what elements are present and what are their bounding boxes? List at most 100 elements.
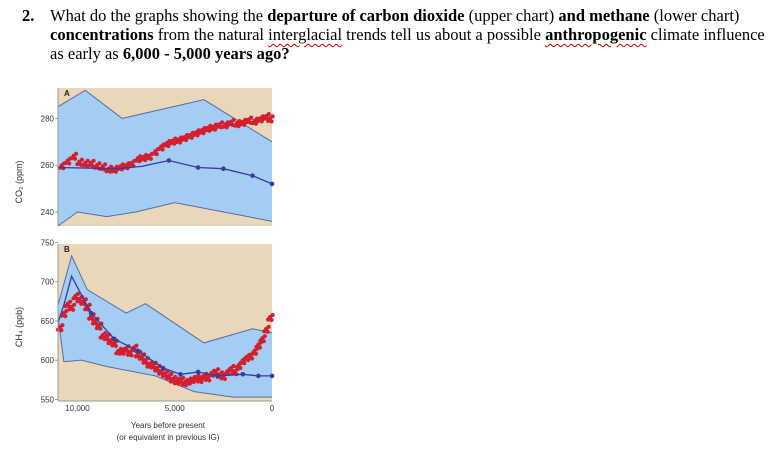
observed-point: [141, 360, 146, 365]
observed-point: [122, 348, 127, 353]
observed-point: [162, 143, 167, 148]
observed-point: [232, 123, 238, 128]
observed-point: [195, 379, 201, 384]
question-part: from the natural: [153, 25, 269, 44]
observed-point: [91, 158, 96, 163]
observed-point: [87, 163, 92, 168]
question-part: What do the graphs showing the: [50, 6, 268, 25]
observed-point: [168, 379, 173, 384]
observed-point: [67, 161, 72, 166]
trend-point: [240, 372, 246, 377]
observed-point: [253, 351, 259, 356]
observed-point: [118, 351, 123, 356]
observed-point: [127, 163, 132, 168]
observed-point: [133, 158, 138, 163]
trend-point: [269, 181, 275, 187]
observed-point: [199, 376, 204, 381]
observed-point: [68, 299, 73, 304]
observed-point: [174, 139, 179, 145]
observed-point: [196, 373, 201, 378]
observed-point: [83, 307, 88, 312]
observed-point: [186, 135, 191, 140]
observed-point: [164, 376, 169, 381]
trend-point: [221, 166, 226, 171]
trend-point: [250, 173, 255, 179]
y-tick-label: 650: [41, 317, 55, 326]
observed-point: [87, 302, 92, 307]
y-tick-label: 750: [41, 238, 55, 247]
observed-point: [106, 341, 111, 346]
observed-point: [134, 343, 139, 348]
observed-point: [87, 316, 92, 321]
observed-point: [203, 377, 208, 382]
observed-point: [201, 131, 206, 136]
observed-point: [113, 343, 118, 348]
observed-point: [213, 127, 218, 132]
y-tick-label: 700: [41, 278, 55, 287]
x-axis-note: (or equivalent in previous IG): [117, 433, 220, 442]
observed-point: [262, 116, 267, 121]
observed-point: [270, 114, 275, 119]
observed-point: [238, 360, 243, 365]
y-tick-label: 240: [41, 208, 55, 217]
observed-point: [188, 379, 193, 384]
observed-point: [72, 302, 77, 307]
observed-point: [98, 335, 103, 340]
observed-point: [266, 112, 271, 117]
observed-point: [178, 140, 183, 145]
observed-point: [109, 164, 114, 169]
observed-point: [176, 380, 181, 385]
observed-point: [266, 317, 271, 322]
question-part: climate influence as early as: [50, 25, 765, 63]
observed-point: [110, 343, 115, 348]
envelope-lower-edge: [57, 202, 273, 227]
observed-point: [173, 374, 178, 380]
observed-point: [219, 370, 225, 375]
observed-point: [73, 156, 78, 161]
trend-point: [215, 373, 220, 379]
observed-point: [71, 307, 76, 312]
observed-point: [145, 156, 150, 161]
observed-point: [129, 353, 134, 358]
observed-point: [71, 296, 76, 301]
observed-point: [249, 115, 254, 120]
question: 2. What do the graphs showing the depart…: [22, 6, 767, 63]
question-part: (upper chart): [464, 6, 559, 25]
observed-point: [207, 378, 212, 383]
observed-point: [242, 357, 247, 362]
observed-point: [258, 338, 263, 343]
observed-point: [67, 307, 72, 312]
observed-point: [237, 119, 242, 124]
observed-point: [94, 326, 99, 331]
observed-point: [208, 123, 213, 128]
trend-point: [195, 369, 201, 375]
observed-point: [138, 154, 143, 159]
observed-point: [261, 339, 266, 344]
observed-point: [192, 377, 197, 382]
observed-point: [103, 331, 108, 336]
observed-point: [219, 376, 224, 381]
observed-point: [79, 301, 84, 306]
observed-point: [238, 122, 243, 127]
co2-axis-label: CO₂ (ppm): [14, 161, 24, 204]
x-axis-label: Years before present: [131, 421, 206, 430]
observed-point: [160, 373, 166, 379]
observed-point: [227, 122, 232, 127]
y-tick-label: 260: [41, 161, 55, 170]
question-part: anthropogenic: [545, 25, 647, 44]
observed-point: [180, 382, 185, 387]
observed-point: [172, 381, 177, 386]
y-tick-label: 600: [41, 356, 55, 365]
trend-line: [57, 159, 273, 185]
trend-point: [269, 373, 275, 379]
trend-point: [256, 373, 261, 379]
observed-point: [166, 143, 171, 149]
trend-point: [178, 372, 183, 377]
question-text: What do the graphs showing the departure…: [50, 6, 767, 63]
observed-point: [137, 356, 142, 361]
observed-point: [189, 135, 194, 140]
observed-point: [269, 317, 274, 323]
observed-point: [145, 364, 150, 369]
observed-point: [253, 121, 259, 126]
panel-label: A: [64, 89, 70, 98]
